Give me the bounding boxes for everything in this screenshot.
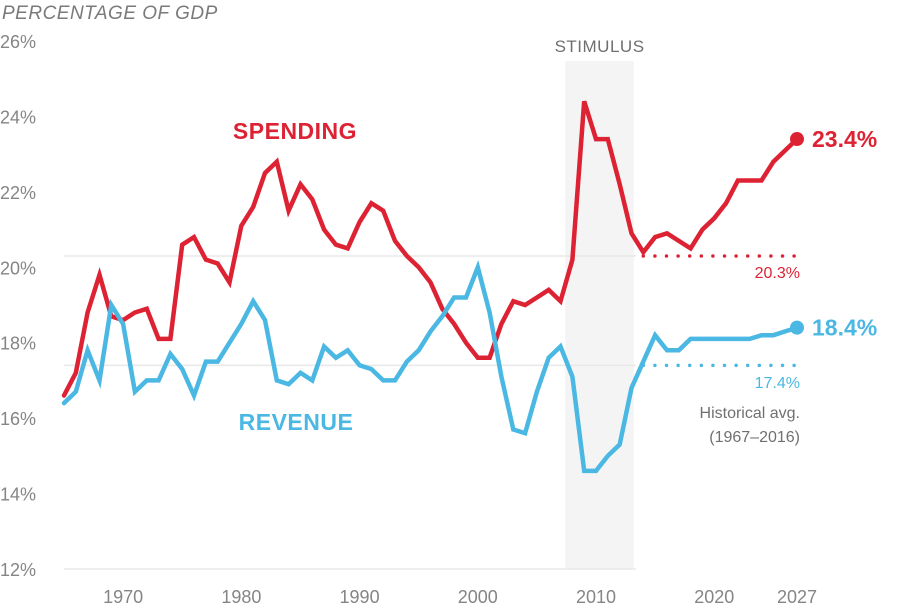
y-tick-label: 14% bbox=[0, 485, 36, 505]
spending-end-point bbox=[790, 132, 804, 147]
historical-avg-note-line1: Historical avg. bbox=[700, 405, 800, 422]
y-tick-label: 12% bbox=[0, 560, 36, 580]
stimulus-shaded-region bbox=[565, 61, 634, 569]
spending-line bbox=[61, 100, 800, 398]
x-tick-label: 2027 bbox=[777, 587, 817, 607]
y-tick-label: 22% bbox=[0, 183, 36, 203]
revenue-line bbox=[61, 260, 800, 474]
revenue-series-label: REVENUE bbox=[239, 409, 354, 435]
revenue-end-point bbox=[790, 320, 804, 335]
y-tick-label: 18% bbox=[0, 334, 36, 354]
x-tick-label: 1990 bbox=[340, 587, 380, 607]
x-tick-label: 2020 bbox=[694, 587, 734, 607]
y-tick-label: 24% bbox=[0, 107, 36, 127]
revenue-end-value-label: 18.4% bbox=[812, 315, 877, 341]
y-tick-label: 16% bbox=[0, 409, 36, 429]
historical-avg-note-line2: (1967–2016) bbox=[709, 429, 800, 446]
spending-historical-avg-label: 20.3% bbox=[755, 265, 800, 282]
x-tick-label: 1980 bbox=[221, 587, 261, 607]
y-tick-label: 26% bbox=[0, 32, 36, 52]
revenue-historical-avg-label: 17.4% bbox=[755, 375, 800, 392]
x-tick-label: 2000 bbox=[458, 587, 498, 607]
y-tick-label: 20% bbox=[0, 258, 36, 278]
y-axis-title: PERCENTAGE OF GDP bbox=[2, 3, 218, 24]
spending-series-label: SPENDING bbox=[233, 118, 357, 144]
stimulus-label: STIMULUS bbox=[555, 37, 645, 56]
x-tick-label: 1970 bbox=[103, 587, 143, 607]
spending-end-value-label: 23.4% bbox=[812, 126, 877, 152]
x-tick-label: 2010 bbox=[576, 587, 616, 607]
